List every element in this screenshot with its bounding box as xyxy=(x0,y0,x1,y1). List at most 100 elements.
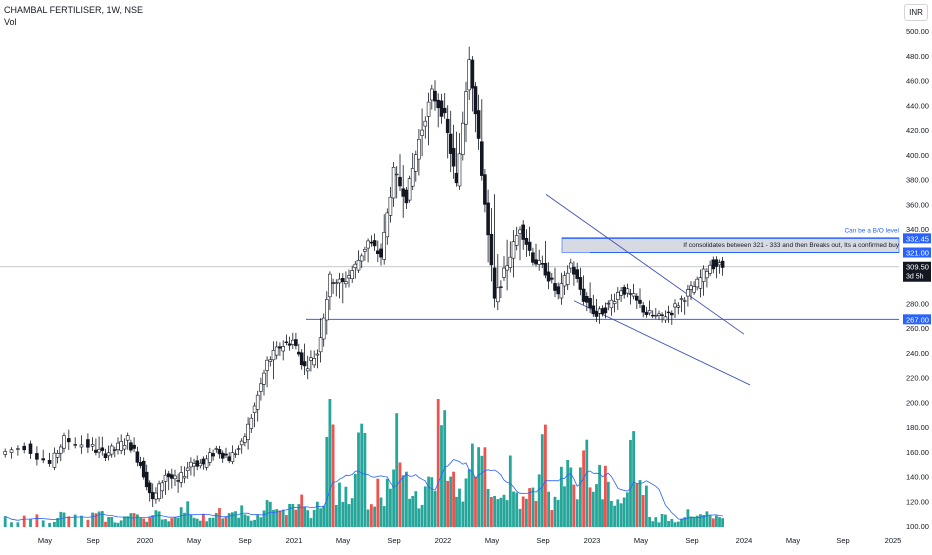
candle-body xyxy=(328,273,332,298)
trendlines xyxy=(545,193,751,386)
candle-body xyxy=(192,463,196,467)
candle-body xyxy=(448,133,453,154)
volume-bar xyxy=(670,518,674,527)
time-tick-label: Sep xyxy=(836,536,849,545)
candle-body xyxy=(55,453,60,458)
symbol-title[interactable]: CHAMBAL FERTILISER, 1W, NSE xyxy=(4,5,144,15)
volume-bar xyxy=(16,522,20,527)
volume-bar xyxy=(151,515,155,527)
volume-bar xyxy=(471,443,474,527)
candle-body xyxy=(527,241,532,251)
candle-body xyxy=(413,154,418,172)
volume-bar xyxy=(660,514,664,527)
candle-body xyxy=(86,439,90,448)
candle-body xyxy=(122,444,127,450)
candle-body xyxy=(575,269,580,279)
candle-body xyxy=(556,286,561,295)
candle-body xyxy=(103,453,108,459)
volume-bar xyxy=(626,492,629,527)
candle-body xyxy=(457,153,462,187)
candle-body xyxy=(150,492,155,500)
volume-bar xyxy=(154,510,158,527)
candle-body xyxy=(559,283,564,299)
candle-body xyxy=(312,357,317,366)
volume-bar xyxy=(695,515,699,527)
candle-body xyxy=(334,282,339,284)
volume-bar xyxy=(363,433,367,527)
volume-bar xyxy=(357,432,360,527)
time-tick-label: 2023 xyxy=(584,536,601,545)
candle-body xyxy=(58,446,63,454)
price-tick-label: 380.00 xyxy=(906,176,929,185)
volume-bar xyxy=(464,478,468,527)
annotation-consolidation: If consolidates between 321 - 333 and th… xyxy=(683,242,899,249)
volume-bar xyxy=(344,486,348,527)
volume-bar xyxy=(288,504,291,527)
time-tick-label: May xyxy=(38,536,52,545)
volume-bar xyxy=(303,506,306,527)
volume-bar xyxy=(334,505,338,527)
currency-button[interactable]: INR xyxy=(904,4,928,21)
volume-bar xyxy=(107,517,110,527)
candle-body xyxy=(324,299,329,321)
volume-bar xyxy=(240,505,244,527)
price-tick-label: 120.00 xyxy=(906,497,929,506)
candle-body xyxy=(135,451,140,463)
volume-bar xyxy=(192,517,196,527)
candle-body xyxy=(631,293,636,297)
volume-bar xyxy=(433,491,437,527)
volume-bar xyxy=(483,447,487,527)
candle-body xyxy=(686,289,690,297)
volume-bar xyxy=(598,464,601,527)
candle-body xyxy=(464,91,468,125)
candle-body xyxy=(692,286,696,293)
price-axis[interactable]: 500.00 480.00 460.00 440.00 420.00 400.00 380.… xyxy=(906,27,929,531)
volume-bar xyxy=(256,514,260,527)
candle-body xyxy=(141,460,146,478)
candle-body xyxy=(714,259,719,267)
price-tick-label: 440.00 xyxy=(906,101,929,110)
last-price-tag xyxy=(903,261,931,282)
candle-body xyxy=(676,305,681,308)
candle-body xyxy=(647,310,652,314)
candle-body xyxy=(204,458,209,468)
last-price-value: 309.50 xyxy=(906,263,929,272)
volume-bar xyxy=(259,517,263,527)
candle-body xyxy=(407,178,412,201)
volume-bar xyxy=(436,399,440,527)
price-tick-label: 140.00 xyxy=(906,473,929,482)
time-axis[interactable]: May Sep 2020 May Sep 2021 May Sep 2022 May Sep 2023… xyxy=(38,536,901,545)
volume-bar xyxy=(145,521,149,527)
candle-body xyxy=(682,300,687,302)
volume-bar xyxy=(373,506,376,527)
volume-bar xyxy=(401,475,405,527)
volume-indicator-label[interactable]: Vol xyxy=(4,17,17,27)
volume-bar xyxy=(499,497,503,527)
candle-body xyxy=(344,281,348,285)
volume-bar xyxy=(10,522,13,527)
volume-bar xyxy=(632,431,635,527)
candle-body xyxy=(299,352,304,366)
candle-body xyxy=(100,447,105,451)
candle-body xyxy=(385,212,390,238)
volume-bar xyxy=(556,499,560,527)
volume-bar xyxy=(490,497,493,527)
candle-body xyxy=(239,440,244,446)
volume-bar xyxy=(721,518,724,527)
candle-body xyxy=(198,462,203,467)
lower-trendline xyxy=(573,300,751,386)
volume-bar xyxy=(635,483,639,527)
volume-bar xyxy=(291,504,295,527)
volume-bar xyxy=(224,516,228,527)
candle-body xyxy=(185,467,190,472)
candle-body xyxy=(603,307,608,314)
candle-body xyxy=(113,449,117,451)
upper-trendline xyxy=(545,193,745,335)
candle-body xyxy=(211,453,215,457)
volume-bar xyxy=(480,455,484,527)
candle-body xyxy=(705,271,709,279)
candle-body xyxy=(666,311,671,314)
volume-bar xyxy=(452,471,455,527)
